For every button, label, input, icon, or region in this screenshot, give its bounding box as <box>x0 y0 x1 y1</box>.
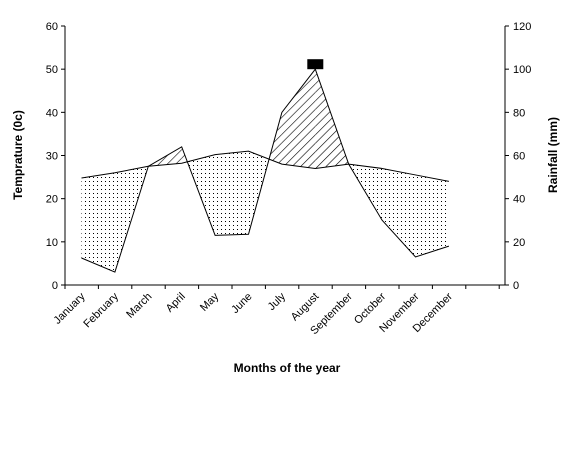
x-tick-label-july: July <box>266 290 289 313</box>
left-y-axis-title: Temprature (0c) <box>11 110 25 200</box>
x-axis-title: Months of the year <box>234 361 341 375</box>
right-y-tick-label: 40 <box>513 194 525 206</box>
dry-season-area <box>382 168 416 257</box>
left-y-tick-label: 30 <box>46 151 58 163</box>
left-y-tick-label: 40 <box>46 107 58 119</box>
x-tick-label-may: May <box>198 290 222 314</box>
x-tick-label-february: February <box>81 290 121 330</box>
right-y-tick-label: 60 <box>513 151 525 163</box>
right-y-tick-label: 0 <box>513 280 519 292</box>
x-tick-label-april: April <box>164 291 188 315</box>
wet-season-area <box>281 69 316 169</box>
x-tick-label-june: June <box>229 291 254 316</box>
dry-season-area <box>215 151 249 236</box>
temperature-line <box>81 150 449 182</box>
left-y-tick-label: 0 <box>52 280 58 292</box>
dry-season-area <box>415 174 449 257</box>
dry-season-area <box>248 151 270 235</box>
x-tick-label-august: August <box>289 291 322 324</box>
right-y-tick-label: 100 <box>513 64 531 76</box>
rainfall-over-100mm-band <box>307 59 324 70</box>
right-y-tick-label: 20 <box>513 237 525 249</box>
left-y-tick-label: 50 <box>46 64 58 76</box>
dry-season-area <box>81 172 115 273</box>
left-y-tick-label: 10 <box>46 237 58 249</box>
rainfall-line <box>81 68 450 273</box>
right-y-axis-title: Rainfall (mm) <box>546 117 560 193</box>
right-y-tick-label: 80 <box>513 107 525 119</box>
x-tick-label-march: March <box>124 291 154 321</box>
right-y-tick-label: 120 <box>513 21 531 33</box>
left-y-tick-label: 60 <box>46 21 58 33</box>
left-y-tick-label: 20 <box>46 194 58 206</box>
dry-season-area <box>187 154 216 236</box>
